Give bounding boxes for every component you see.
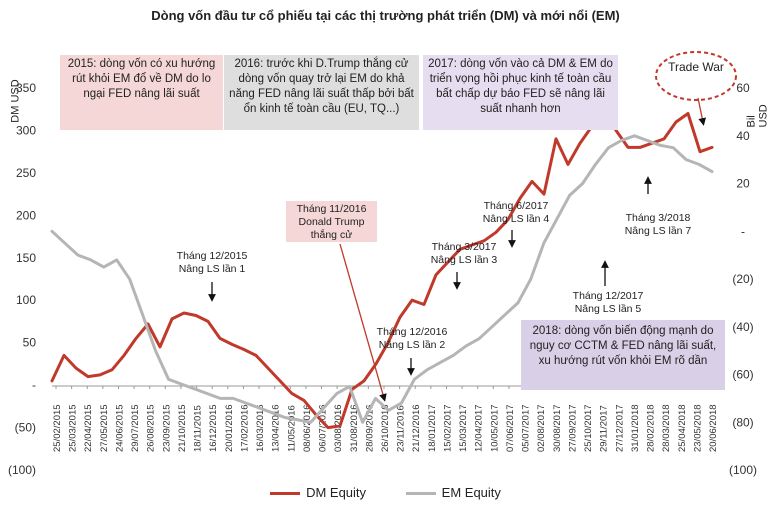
y-tick-right: (20): [732, 272, 753, 286]
x-tick-label: 15/03/2017: [458, 404, 469, 452]
x-tick-label: 13/04/2016: [271, 404, 282, 452]
legend-item-dm: DM Equity: [270, 485, 366, 500]
y-tick-left: 250: [16, 166, 36, 180]
x-tick-label: 21/10/2015: [177, 404, 188, 452]
trade-war-circle: [655, 51, 737, 101]
x-tick-label: 16/03/2016: [255, 404, 266, 452]
chart-legend: DM Equity EM Equity: [0, 484, 771, 500]
legend-item-em: EM Equity: [405, 485, 501, 501]
x-tick-label: 21/12/2016: [411, 404, 422, 452]
x-tick-label: 29/11/2017: [599, 405, 610, 452]
y-tick-left: 300: [16, 123, 36, 137]
y-tick-left: -: [32, 378, 36, 392]
x-tick-label: 03/08/2016: [333, 404, 344, 452]
y-tick-left: (100): [8, 463, 36, 477]
x-tick-label: 20/01/2016: [224, 404, 235, 452]
x-tick-label: 25/02/2015: [52, 404, 63, 452]
x-tick-label: 28/09/2016: [364, 404, 375, 452]
y-tick-right: -: [741, 224, 745, 238]
arrow-trade-war: [697, 97, 707, 126]
x-tick-label: 27/12/2017: [614, 404, 625, 452]
x-tick-label: 07/06/2017: [505, 404, 516, 452]
x-tick-label: 20/06/2018: [708, 404, 719, 452]
y-tick-left: 100: [16, 293, 36, 307]
x-tick-label: 26/10/2016: [380, 404, 391, 452]
arrow-trump: [339, 243, 387, 402]
x-tick-label: 31/08/2016: [349, 404, 360, 452]
y-tick-left: 350: [16, 81, 36, 95]
x-tick-label: 02/08/2017: [536, 404, 547, 452]
annotation-hike-5: Tháng 12/2017 Nâng LS lần 5: [572, 290, 644, 315]
y-tick-right: (80): [732, 415, 753, 429]
x-tick-label: 25/04/2018: [677, 404, 688, 452]
y-tick-left: (50): [15, 421, 36, 435]
x-tick-label: 22/04/2015: [83, 404, 94, 452]
annotation-2017: 2017: dòng vốn vào cả DM & EM do triển v…: [423, 55, 618, 130]
x-tick-label: 17/02/2016: [239, 404, 250, 452]
x-tick-label: 10/05/2017: [489, 404, 500, 452]
chart-title: Dòng vốn đầu tư cổ phiếu tại các thị trư…: [151, 8, 620, 23]
x-tick-label: 16/12/2015: [208, 404, 219, 452]
x-tick-label: 25/03/2015: [68, 404, 79, 452]
y-tick-right: (100): [729, 463, 757, 477]
x-tick-label: 28/02/2018: [646, 404, 657, 452]
x-tick-label: 29/07/2015: [130, 404, 141, 452]
annotation-2016: 2016: trước khi D.Trump thắng cử dòng vố…: [224, 55, 419, 130]
legend-swatch-dm: [270, 492, 301, 496]
legend-label-dm: DM Equity: [306, 485, 367, 501]
x-tick-label: 18/11/2015: [193, 405, 204, 452]
y-tick-right: 60: [736, 81, 750, 95]
x-tick-label: 11/05/2016: [286, 405, 297, 452]
x-tick-label: 30/08/2017: [552, 404, 563, 452]
annotation-hike-1: Tháng 12/2015 Nâng LS lần 1: [176, 250, 248, 275]
y-tick-right: 20: [736, 177, 750, 191]
x-tick-label: 15/02/2017: [442, 404, 453, 452]
x-tick-label: 06/07/2016: [318, 404, 329, 452]
x-tick-label: 23/11/2016: [396, 405, 407, 452]
y-tick-left: 150: [16, 251, 36, 265]
annotation-2018: 2018: dòng vốn biến động mạnh do nguy cơ…: [521, 320, 725, 390]
x-tick-label: 27/09/2017: [567, 404, 578, 452]
x-tick-label: 23/09/2015: [161, 404, 172, 452]
x-tick-label: 23/05/2018: [692, 404, 703, 452]
x-tick-label: 26/08/2015: [146, 404, 157, 452]
annotation-2015: 2015: dòng vốn có xu hướng rút khỏi EM đ…: [60, 55, 223, 130]
y-tick-left: 50: [23, 336, 37, 350]
annotation-hike-7: Tháng 3/2018 Nâng LS lần 7: [624, 212, 692, 237]
x-tick-label: 18/01/2017: [427, 404, 438, 452]
x-tick-label: 08/06/2016: [302, 404, 313, 452]
annotation-trade-war: Trade War: [668, 60, 724, 74]
y-tick-right: (60): [732, 368, 753, 382]
y-tick-left: 200: [16, 208, 36, 222]
x-tick-label: 05/07/2017: [521, 404, 532, 452]
x-tick-label: 24/06/2015: [114, 404, 125, 452]
annotation-trump: Tháng 11/2016 Donald Trump thắng cử: [286, 201, 377, 242]
x-tick-label: 28/03/2018: [661, 404, 672, 452]
annotation-hike-4: Tháng 6/2017 Nâng LS lần 4: [482, 200, 550, 225]
annotation-hike-3: Tháng 3/2017 Nâng LS lần 3: [430, 241, 498, 266]
y-tick-right: 40: [736, 129, 750, 143]
x-tick-label: 31/01/2018: [630, 404, 641, 452]
x-tick-label: 27/05/2015: [99, 404, 110, 452]
y-tick-right: (40): [732, 320, 753, 334]
x-tick-label: 25/10/2017: [583, 404, 594, 452]
series-line-em: [50, 134, 714, 424]
annotation-hike-2: Tháng 12/2016 Nâng LS lần 2: [376, 326, 448, 351]
x-tick-label: 12/04/2017: [474, 404, 485, 452]
legend-swatch-em: [405, 492, 436, 496]
legend-label-em: EM Equity: [441, 485, 501, 501]
